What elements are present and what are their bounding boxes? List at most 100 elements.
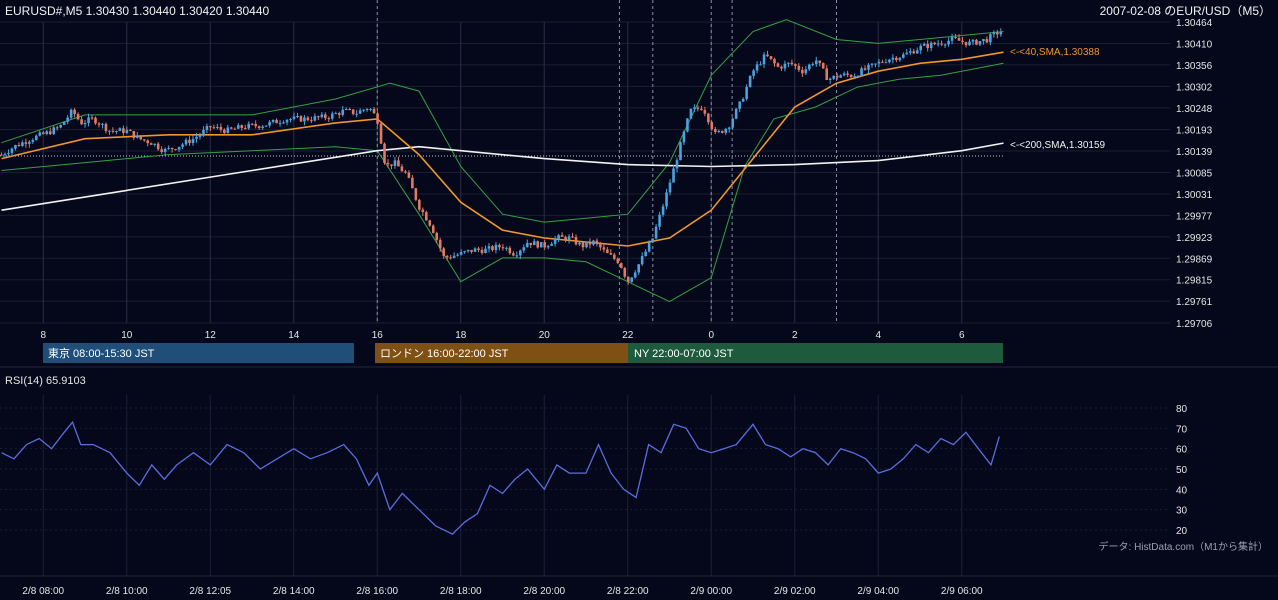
candle-up: [999, 31, 1003, 35]
candle-up: [358, 110, 362, 114]
candle-down: [0, 154, 3, 156]
candle-up: [135, 135, 139, 138]
candle-up: [550, 243, 553, 246]
candle-down: [595, 240, 599, 244]
candle-up: [888, 59, 891, 63]
candle-down: [250, 123, 254, 125]
price-tick-label: 1.29869: [1176, 254, 1213, 265]
session-bar-london: [375, 343, 628, 363]
candle-down: [609, 253, 613, 255]
candle-down: [170, 147, 174, 150]
candle-up: [640, 256, 644, 265]
price-tick-label: 1.30356: [1176, 61, 1213, 72]
candle-up: [658, 214, 661, 227]
candle-down: [926, 44, 929, 49]
candle-up: [191, 139, 195, 144]
candle-down: [376, 113, 379, 124]
source-note: データ: HistData.com（M1から集計）: [1099, 540, 1268, 553]
candle-up: [271, 119, 275, 122]
candle-up: [644, 251, 647, 257]
candle-up: [585, 241, 588, 248]
candle-down: [602, 247, 606, 250]
price-panel: [0, 19, 1004, 303]
candle-up: [532, 241, 536, 246]
session-bar-tokyo: [43, 343, 354, 363]
candle-up: [989, 34, 992, 43]
candle-up: [891, 57, 895, 60]
price-tick-label: 1.29923: [1176, 233, 1213, 244]
candle-up: [28, 141, 31, 144]
candle-up: [83, 122, 87, 125]
candle-up: [884, 62, 888, 64]
session-label-ny: NY 22:00-07:00 JST: [634, 348, 734, 360]
candle-down: [996, 32, 999, 35]
candle-up: [62, 121, 66, 125]
candle-up: [393, 160, 397, 166]
candle-up: [101, 123, 104, 125]
candle-down: [529, 242, 533, 246]
candle-down: [491, 246, 494, 251]
candle-up: [21, 142, 24, 147]
candle-down: [299, 116, 303, 122]
candle-up: [689, 108, 693, 119]
candle-up: [118, 128, 122, 132]
candle-down: [623, 267, 627, 277]
candle-up: [738, 101, 741, 109]
candle-down: [616, 258, 620, 264]
candle-up: [487, 246, 491, 249]
candle-up: [992, 32, 996, 35]
candle-up: [463, 251, 466, 253]
candle-down: [776, 63, 780, 67]
candle-up: [108, 130, 111, 132]
candle-down: [985, 39, 989, 43]
rsi-line: [1, 420, 1000, 535]
candle-down: [351, 109, 355, 115]
candle-up: [226, 127, 230, 134]
rsi-tick-label: 70: [1176, 424, 1188, 435]
candle-up: [236, 125, 240, 129]
candle-up: [268, 121, 271, 126]
candle-down: [122, 128, 125, 134]
candle-up: [853, 76, 856, 78]
candle-down: [769, 56, 773, 59]
candle-down: [337, 113, 341, 115]
candle-down: [536, 241, 540, 248]
candle-up: [198, 134, 202, 137]
candle-up: [289, 118, 292, 120]
candle-up: [832, 75, 835, 79]
candle-up: [856, 75, 860, 77]
candle-down: [275, 119, 278, 124]
candle-up: [35, 135, 38, 140]
candle-up: [971, 39, 975, 42]
candle-up: [216, 126, 219, 128]
candle-up: [679, 142, 682, 161]
candle-up: [292, 116, 296, 119]
sma40-label: <-<40,SMA,1.30388: [1010, 47, 1100, 58]
candle-up: [741, 98, 745, 102]
candle-up: [362, 109, 365, 111]
candle-up: [167, 147, 170, 149]
candle-up: [153, 143, 157, 145]
candle-down: [94, 117, 97, 124]
candle-up: [936, 43, 940, 45]
candle-down: [386, 162, 390, 165]
candle-up: [874, 63, 877, 65]
candle-down: [574, 237, 578, 245]
rsi-tick-label: 20: [1176, 526, 1188, 537]
candle-up: [525, 242, 529, 248]
candle-up: [908, 51, 912, 53]
candle-up: [45, 131, 49, 134]
candle-up: [783, 63, 787, 69]
candle-up: [125, 129, 129, 134]
candle-down: [132, 130, 136, 138]
price-tick-label: 1.29761: [1176, 297, 1213, 308]
candle-down: [849, 74, 853, 77]
candle-down: [146, 140, 150, 144]
hour-tick-label: 12: [205, 330, 217, 341]
price-tick-label: 1.29815: [1176, 276, 1213, 287]
candle-down: [713, 129, 717, 132]
candle-down: [581, 242, 585, 248]
candle-down: [912, 51, 916, 54]
candle-up: [828, 78, 832, 80]
candle-down: [111, 130, 115, 132]
